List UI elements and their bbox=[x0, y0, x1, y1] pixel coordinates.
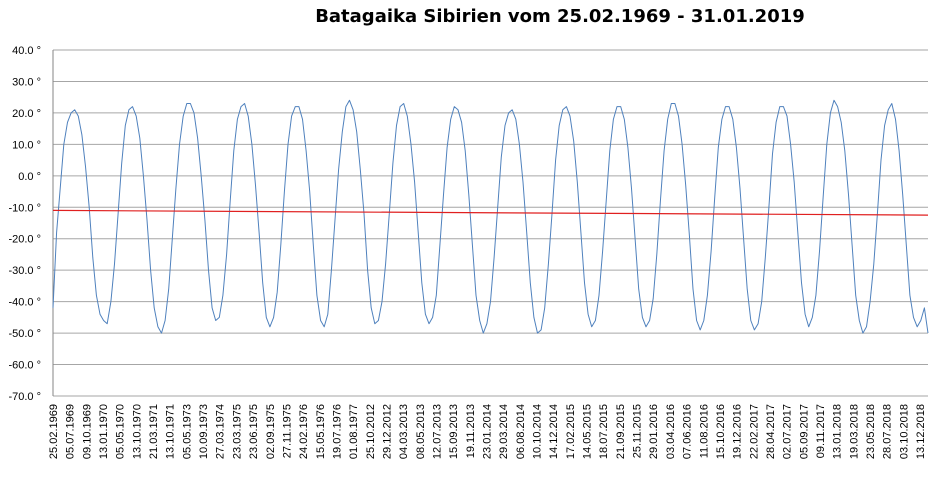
x-axis-ticks: 25.02.1969 05.07.1969 09.10.1969 13.01.1970… bbox=[48, 404, 927, 459]
x-tick-label: 06.08.2014 bbox=[515, 404, 527, 459]
y-tick-label: -20.0 ° bbox=[8, 234, 41, 246]
x-tick-label: 18.07.2015 bbox=[598, 404, 610, 459]
x-tick-label: 14.05.2015 bbox=[582, 404, 594, 459]
x-tick-label: 09.10.1969 bbox=[81, 404, 93, 459]
y-tick-label: -30.0 ° bbox=[8, 265, 41, 277]
y-tick-label: -60.0 ° bbox=[8, 360, 41, 372]
y-tick-label: -10.0 ° bbox=[8, 202, 41, 214]
y-tick-label: 30.0 ° bbox=[12, 76, 41, 88]
x-tick-label: 22.02.2017 bbox=[748, 404, 760, 459]
x-tick-label: 25.02.1969 bbox=[48, 404, 60, 459]
x-tick-label: 14.12.2014 bbox=[548, 404, 560, 459]
x-tick-label: 13.01.2018 bbox=[832, 404, 844, 459]
x-tick-label: 05.07.1969 bbox=[65, 404, 77, 459]
x-tick-label: 15.09.2013 bbox=[448, 404, 460, 459]
y-tick-label: 40.0 ° bbox=[12, 45, 41, 57]
x-tick-label: 28.04.2017 bbox=[765, 404, 777, 459]
x-tick-label: 05.05.1973 bbox=[181, 404, 193, 459]
x-tick-label: 21.03.1971 bbox=[148, 404, 160, 459]
x-tick-label: 13.01.1970 bbox=[98, 404, 110, 459]
x-tick-label: 19.03.2018 bbox=[848, 404, 860, 459]
x-tick-label: 03.10.2018 bbox=[898, 404, 910, 459]
chart-title: Batagaika Sibirien vom 25.02.1969 - 31.0… bbox=[315, 6, 805, 27]
temperature-series-line bbox=[52, 99, 929, 334]
x-tick-label: 24.02.1976 bbox=[298, 404, 310, 459]
y-tick-label: -40.0 ° bbox=[8, 297, 41, 309]
x-tick-label: 27.03.1974 bbox=[215, 404, 227, 459]
x-tick-label: 17.02.2015 bbox=[565, 404, 577, 459]
x-tick-label: 23.01.2014 bbox=[482, 404, 494, 459]
x-tick-label: 07.06.2016 bbox=[682, 404, 694, 459]
x-tick-label: 01.08.1977 bbox=[348, 404, 360, 459]
x-tick-label: 08.05.2013 bbox=[415, 404, 427, 459]
x-tick-label: 10.09.1973 bbox=[198, 404, 210, 459]
x-tick-label: 25.11.2015 bbox=[632, 404, 644, 458]
x-tick-label: 29.12.2012 bbox=[382, 404, 394, 459]
x-tick-label: 25.10.2012 bbox=[365, 404, 377, 459]
x-tick-label: 10.10.2014 bbox=[532, 404, 544, 459]
y-tick-label: 10.0 ° bbox=[12, 139, 41, 151]
x-tick-label: 13.10.1970 bbox=[131, 404, 143, 459]
x-tick-label: 23.06.1975 bbox=[248, 404, 260, 459]
x-tick-label: 15.10.2016 bbox=[715, 404, 727, 459]
x-tick-label: 12.07.2013 bbox=[432, 404, 444, 459]
x-tick-label: 28.07.2018 bbox=[882, 404, 894, 459]
x-tick-label: 19.12.2016 bbox=[732, 404, 744, 459]
x-tick-label: 29.03.2014 bbox=[498, 404, 510, 459]
x-tick-label: 23.03.1975 bbox=[231, 404, 243, 459]
x-tick-label: 19.11.2013 bbox=[465, 404, 477, 458]
x-tick-label: 19.07.1976 bbox=[331, 404, 343, 459]
x-tick-label: 02.07.2017 bbox=[782, 404, 794, 459]
x-tick-label: 15.05.1976 bbox=[315, 404, 327, 459]
x-tick-label: 04.03.2013 bbox=[398, 404, 410, 459]
series-group bbox=[52, 99, 929, 334]
x-tick-label: 21.09.2015 bbox=[615, 404, 627, 459]
x-tick-label: 13.12.2018 bbox=[915, 404, 927, 459]
x-tick-label: 05.09.2017 bbox=[798, 404, 810, 459]
y-axis-ticks: 40.0 ° 30.0 ° 20.0 ° 10.0 ° 0.0 ° -10.0 ° -20.… bbox=[8, 45, 41, 403]
x-tick-label: 05.05.1970 bbox=[115, 404, 127, 459]
x-tick-label: 13.10.1971 bbox=[165, 404, 177, 459]
trend-line bbox=[52, 209, 929, 216]
x-tick-label: 02.09.1975 bbox=[265, 404, 277, 459]
x-tick-label: 09.11.2017 bbox=[815, 404, 827, 458]
x-tick-label: 11.08.2016 bbox=[698, 404, 710, 458]
x-tick-label: 23.05.2018 bbox=[865, 404, 877, 459]
x-tick-label: 29.01.2016 bbox=[648, 404, 660, 459]
y-tick-label: 20.0 ° bbox=[12, 108, 41, 120]
y-tick-label: -70.0 ° bbox=[8, 391, 41, 403]
x-tick-label: 27.11.1975 bbox=[281, 404, 293, 458]
x-tick-label: 03.04.2016 bbox=[665, 404, 677, 459]
y-tick-label: 0.0 ° bbox=[18, 171, 41, 183]
y-tick-label: -50.0 ° bbox=[8, 328, 41, 340]
